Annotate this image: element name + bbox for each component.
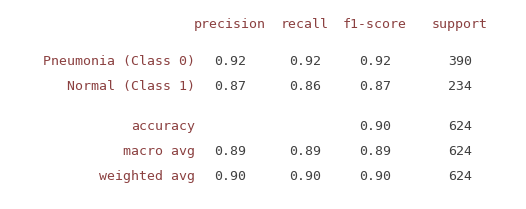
Text: 0.90: 0.90 xyxy=(289,170,321,183)
Text: macro avg: macro avg xyxy=(123,145,195,158)
Text: precision: precision xyxy=(194,18,266,31)
Text: support: support xyxy=(432,18,488,31)
Text: 624: 624 xyxy=(448,145,472,158)
Text: 0.87: 0.87 xyxy=(359,80,391,93)
Text: 390: 390 xyxy=(448,55,472,68)
Text: Pneumonia (Class 0): Pneumonia (Class 0) xyxy=(43,55,195,68)
Text: 0.87: 0.87 xyxy=(214,80,246,93)
Text: 0.86: 0.86 xyxy=(289,80,321,93)
Text: 0.89: 0.89 xyxy=(214,145,246,158)
Text: weighted avg: weighted avg xyxy=(99,170,195,183)
Text: 0.92: 0.92 xyxy=(359,55,391,68)
Text: f1-score: f1-score xyxy=(343,18,407,31)
Text: 0.90: 0.90 xyxy=(359,170,391,183)
Text: Normal (Class 1): Normal (Class 1) xyxy=(67,80,195,93)
Text: accuracy: accuracy xyxy=(131,120,195,133)
Text: 0.92: 0.92 xyxy=(214,55,246,68)
Text: 0.92: 0.92 xyxy=(289,55,321,68)
Text: 0.89: 0.89 xyxy=(359,145,391,158)
Text: 0.90: 0.90 xyxy=(359,120,391,133)
Text: 0.90: 0.90 xyxy=(214,170,246,183)
Text: 234: 234 xyxy=(448,80,472,93)
Text: 624: 624 xyxy=(448,170,472,183)
Text: recall: recall xyxy=(281,18,329,31)
Text: 624: 624 xyxy=(448,120,472,133)
Text: 0.89: 0.89 xyxy=(289,145,321,158)
